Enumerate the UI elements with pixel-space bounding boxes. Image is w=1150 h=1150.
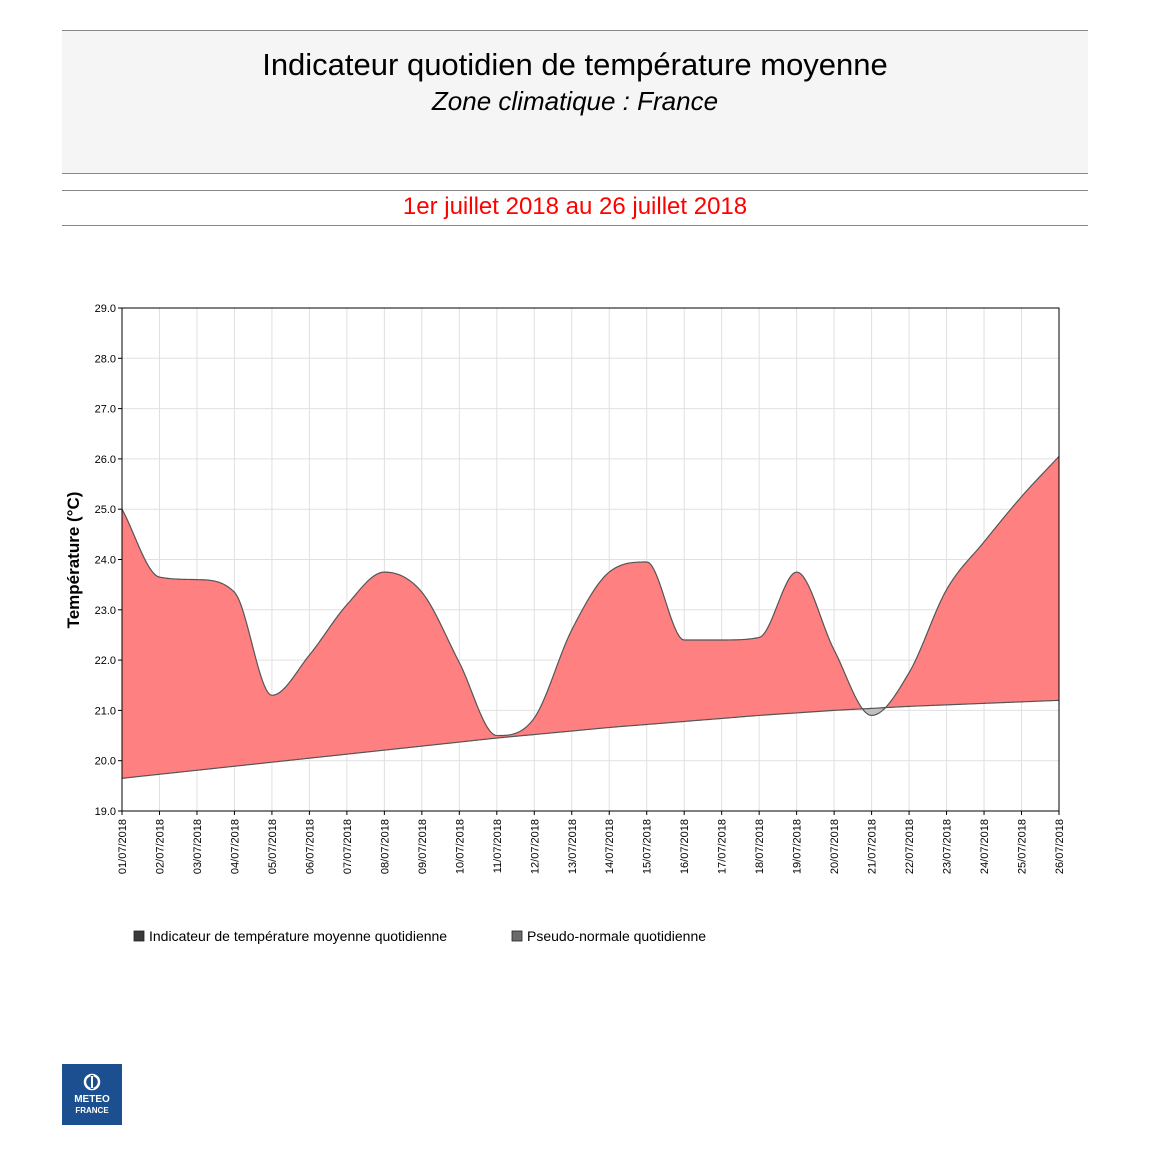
x-tick-label: 26/07/2018 — [1054, 819, 1066, 874]
legend-label: Pseudo-normale quotidienne — [527, 928, 706, 944]
y-tick-label: 20.0 — [95, 756, 116, 768]
x-tick-label: 15/07/2018 — [642, 819, 654, 874]
x-tick-label: 19/07/2018 — [792, 819, 804, 874]
y-axis-label: Température (°C) — [64, 492, 83, 629]
logo-line-1: METEO — [74, 1094, 110, 1105]
x-axis: 01/07/2018 02/07/2018 03/07/2018 04/07/2018… — [117, 811, 1066, 874]
x-tick-label: 04/07/2018 — [229, 819, 241, 874]
chart-lines — [121, 455, 1060, 779]
y-tick-label: 21.0 — [95, 705, 116, 717]
x-tick-label: 05/07/2018 — [267, 819, 279, 874]
series-line-indicator — [121, 455, 1060, 737]
x-tick-label: 10/07/2018 — [454, 819, 466, 874]
chart-areas — [122, 456, 1059, 779]
page-subtitle: Zone climatique : France — [431, 86, 719, 116]
logo-line-2: FRANCE — [75, 1106, 109, 1115]
x-tick-label: 18/07/2018 — [754, 819, 766, 874]
legend-label: Indicateur de température moyenne quotid… — [149, 928, 447, 944]
y-tick-label: 28.0 — [95, 353, 116, 365]
x-tick-label: 03/07/2018 — [192, 819, 204, 874]
x-tick-label: 23/07/2018 — [942, 819, 954, 874]
x-tick-label: 06/07/2018 — [304, 819, 316, 874]
meteo-france-logo-icon: METEO FRANCE — [74, 1073, 110, 1115]
x-tick-label: 21/07/2018 — [867, 819, 879, 874]
meteo-france-logo: METEO FRANCE — [62, 1064, 122, 1125]
x-tick-label: 14/07/2018 — [604, 819, 616, 874]
y-tick-label: 26.0 — [95, 454, 116, 466]
header-panel: Indicateur quotidien de température moye… — [62, 30, 1088, 174]
x-tick-label: 13/07/2018 — [567, 819, 579, 874]
y-tick-label: 23.0 — [95, 605, 116, 617]
x-tick-label: 16/07/2018 — [679, 819, 691, 874]
area-below-normal — [862, 707, 886, 716]
y-tick-label: 25.0 — [95, 504, 116, 516]
area-above-normal — [885, 456, 1059, 708]
chart-legend: Indicateur de température moyenne quotid… — [133, 928, 706, 944]
legend-swatch — [511, 930, 523, 942]
y-axis: 19.0 20.0 21.0 22.0 23.0 24.0 25.0 26.0 27.0 28.0… — [95, 303, 122, 818]
x-tick-label: 11/07/2018 — [492, 819, 504, 873]
x-tick-label: 07/07/2018 — [342, 819, 354, 874]
x-tick-label: 02/07/2018 — [154, 819, 166, 874]
x-tick-label: 22/07/2018 — [904, 819, 916, 874]
legend-swatch — [133, 930, 145, 942]
x-tick-label: 12/07/2018 — [529, 819, 541, 874]
y-tick-label: 27.0 — [95, 404, 116, 416]
x-tick-label: 08/07/2018 — [379, 819, 391, 874]
x-tick-label: 20/07/2018 — [829, 819, 841, 874]
x-tick-label: 17/07/2018 — [717, 819, 729, 874]
page-title: Indicateur quotidien de température moye… — [262, 47, 888, 82]
x-tick-label: 01/07/2018 — [117, 819, 129, 874]
y-tick-label: 19.0 — [95, 806, 116, 818]
x-tick-label: 09/07/2018 — [417, 819, 429, 874]
y-tick-label: 29.0 — [95, 303, 116, 315]
x-tick-label: 24/07/2018 — [979, 819, 991, 874]
period-label: 1er juillet 2018 au 26 juillet 2018 — [402, 193, 748, 220]
series-line-normal — [121, 699, 1060, 779]
y-tick-label: 24.0 — [95, 555, 116, 567]
period-panel: 1er juillet 2018 au 26 juillet 2018 — [62, 190, 1088, 226]
y-tick-label: 22.0 — [95, 655, 116, 667]
temperature-chart: 19.0 20.0 21.0 22.0 23.0 24.0 25.0 26.0 27.0 28.0… — [64, 303, 1066, 944]
x-tick-label: 25/07/2018 — [1017, 819, 1029, 874]
area-above-normal — [122, 509, 863, 779]
